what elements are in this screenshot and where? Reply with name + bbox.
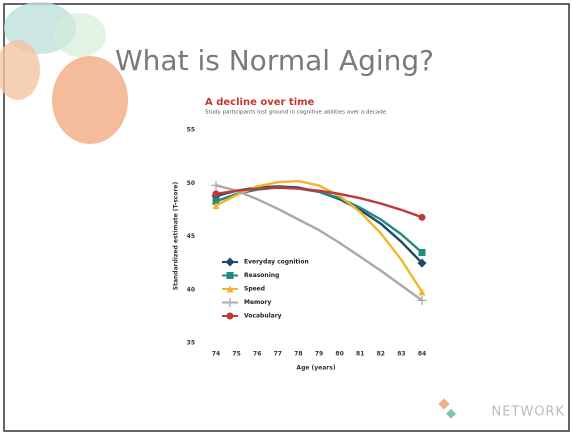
x-tick-label: 83: [397, 351, 405, 358]
legend-label: Memory: [244, 299, 271, 306]
x-tick-label: 80: [335, 351, 343, 358]
y-axis-label: Standardized estimate (T-score): [173, 182, 180, 291]
legend-label: Everyday cognition: [244, 259, 309, 266]
x-tick-label: 82: [377, 351, 385, 358]
end-marker: [213, 190, 220, 197]
x-tick-label: 74: [212, 351, 220, 358]
x-tick-label: 76: [253, 351, 261, 358]
x-tick-label: 78: [294, 351, 302, 358]
legend-label: Reasoning: [244, 272, 279, 279]
y-tick-label: 45: [187, 233, 195, 240]
end-marker: [419, 249, 426, 256]
petal: [54, 13, 106, 57]
x-tick-label: 75: [232, 351, 240, 358]
y-tick-label: 55: [187, 127, 195, 134]
x-tick-label: 84: [418, 351, 426, 358]
legend-label: Vocabulary: [244, 313, 282, 320]
page: What is Normal Aging? A decline over tim…: [0, 0, 573, 435]
x-tick-label: 77: [274, 351, 282, 358]
logo-text: NETWORK: [491, 405, 565, 420]
chart-subtitle: Study participants lost ground in cognit…: [205, 110, 387, 116]
x-tick-label: 79: [315, 351, 323, 358]
legend-marker: [227, 313, 234, 320]
chart-title: A decline over time: [205, 97, 315, 108]
slide-title: What is Normal Aging?: [115, 44, 434, 77]
y-tick-label: 40: [187, 286, 195, 293]
legend-marker: [227, 272, 234, 279]
legend-label: Speed: [244, 286, 265, 293]
y-tick-label: 50: [187, 180, 195, 187]
y-tick-label: 35: [187, 340, 195, 347]
x-tick-label: 81: [356, 351, 364, 358]
x-axis-label: Age (years): [296, 365, 335, 372]
slide: What is Normal Aging? A decline over tim…: [0, 0, 573, 435]
end-marker: [419, 214, 426, 221]
